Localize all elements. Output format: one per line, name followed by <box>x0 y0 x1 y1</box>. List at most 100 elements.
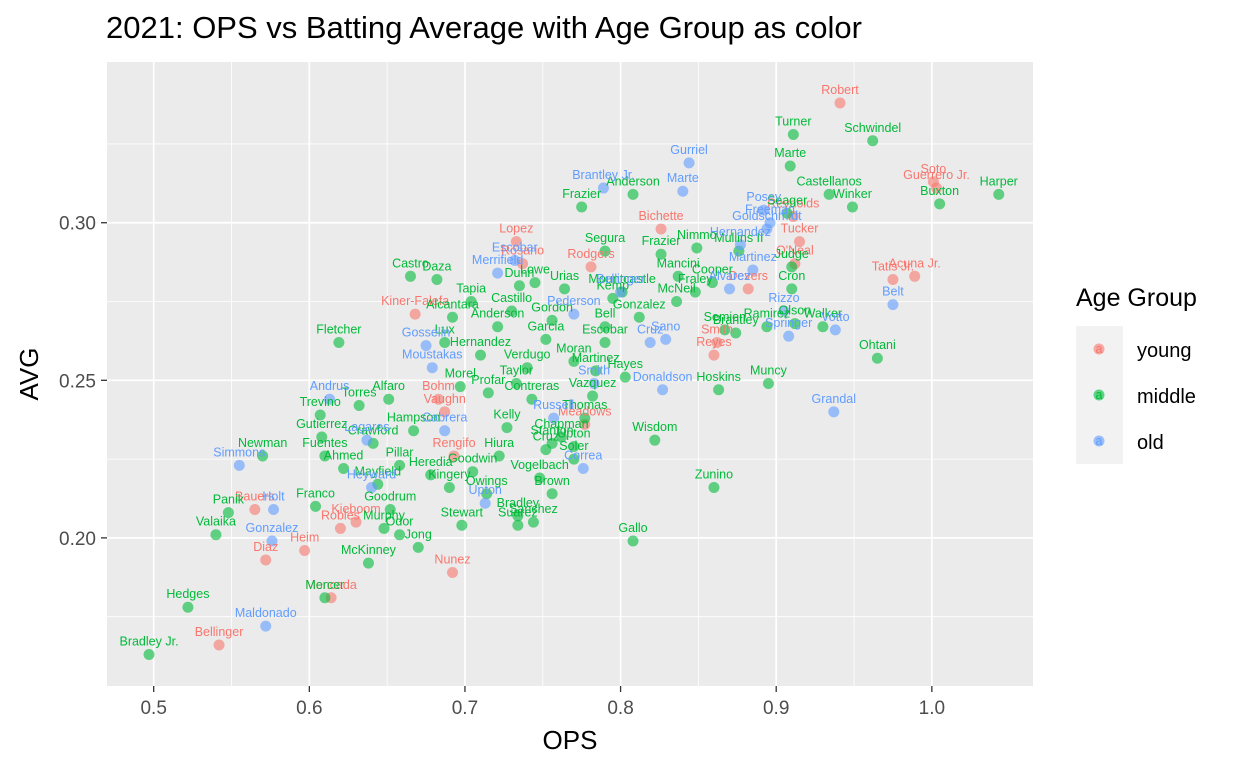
data-point-middle <box>310 500 322 512</box>
data-point-middle <box>443 481 455 493</box>
data-point-middle <box>655 248 667 260</box>
data-point-middle <box>529 277 541 289</box>
point-label: Gallo <box>618 521 647 535</box>
point-label: Belt <box>882 285 904 299</box>
data-point-old <box>747 264 759 276</box>
point-label: Brown <box>534 474 569 488</box>
point-label: Soler <box>559 439 588 453</box>
y-axis-title: AVG <box>14 348 44 401</box>
data-point-middle <box>257 450 269 462</box>
point-label: Hiura <box>484 436 514 450</box>
point-label: Stewart <box>441 505 484 519</box>
point-label: Grandal <box>812 392 856 406</box>
point-label: Martinez <box>572 351 620 365</box>
data-point-old <box>479 497 491 509</box>
data-point-middle <box>691 242 703 254</box>
point-label: Frazier <box>562 187 601 201</box>
point-label: Bell <box>595 307 616 321</box>
point-label: Donaldson <box>633 370 693 384</box>
point-label: Castellanos <box>796 174 861 188</box>
point-label: Wisdom <box>632 420 677 434</box>
point-label: Ahmed <box>324 449 364 463</box>
data-point-young <box>350 516 362 528</box>
point-label: Vazquez <box>569 376 617 390</box>
point-label: Upton <box>557 426 590 440</box>
point-label: Andrus <box>310 379 350 393</box>
point-label: Posey <box>746 190 781 204</box>
data-point-middle <box>534 472 546 484</box>
point-label: Anderson <box>606 174 660 188</box>
data-point-middle <box>383 393 395 405</box>
data-point-middle <box>446 311 458 323</box>
data-point-middle <box>353 400 365 412</box>
data-point-old <box>644 336 656 348</box>
data-point-middle <box>465 296 477 308</box>
point-label: Thomas <box>562 398 607 412</box>
point-label: Hampson <box>387 411 441 425</box>
point-label: McNeil <box>658 282 696 296</box>
point-label: Taylor <box>500 363 533 377</box>
data-point-middle <box>823 188 835 200</box>
point-label: Ohtani <box>859 338 896 352</box>
data-point-middle <box>431 273 443 285</box>
point-label: Crawford <box>348 423 399 437</box>
data-point-middle <box>454 381 466 393</box>
data-point-old <box>829 324 841 336</box>
data-point-middle <box>404 270 416 282</box>
point-label: Fraley <box>678 272 713 286</box>
data-point-young <box>299 544 311 556</box>
point-label: Castro <box>392 256 429 270</box>
data-point-old <box>366 481 378 493</box>
point-label: Moncada <box>305 578 356 592</box>
point-label: Cron <box>778 269 805 283</box>
point-label: Russell <box>533 398 574 412</box>
point-label: Zunino <box>695 467 733 481</box>
point-label: Alcantara <box>426 297 479 311</box>
data-point-middle <box>362 557 374 569</box>
data-point-middle <box>319 592 331 604</box>
data-point-old <box>233 459 245 471</box>
point-label: Bradley Jr. <box>119 634 178 648</box>
data-point-middle <box>689 286 701 298</box>
data-point-middle <box>619 371 631 383</box>
data-point-middle <box>555 431 567 443</box>
data-point-middle <box>599 321 611 333</box>
point-label: Lopez <box>499 222 533 236</box>
data-point-middle <box>314 409 326 421</box>
data-point-middle <box>527 516 539 528</box>
data-point-middle <box>786 283 798 295</box>
point-label: Kiner-Falefa <box>381 294 449 308</box>
data-point-middle <box>546 488 558 500</box>
data-point-middle <box>425 469 437 481</box>
data-point-middle <box>210 529 222 541</box>
point-label: Alvarez <box>709 269 751 283</box>
point-label: Vaughn <box>424 392 466 406</box>
point-label: Fletcher <box>316 322 361 336</box>
data-point-middle <box>579 412 591 424</box>
point-label: Guerrero Jr. <box>903 168 970 182</box>
point-label: Morel <box>445 367 476 381</box>
point-label: Bellinger <box>195 625 244 639</box>
data-point-young <box>439 406 451 418</box>
point-label: Rizzo <box>768 291 799 305</box>
point-label: Turner <box>775 114 811 128</box>
point-label: Anderson <box>471 307 525 321</box>
data-point-middle <box>787 128 799 140</box>
point-label: Kelly <box>493 408 521 422</box>
legend: Age Group a young a middle a old <box>1076 284 1197 464</box>
data-point-middle <box>526 393 538 405</box>
point-label: Correa <box>564 449 602 463</box>
point-label: Smith <box>701 322 733 336</box>
legend-title: Age Group <box>1076 284 1197 312</box>
point-label: Mullins II <box>714 231 763 245</box>
point-label: O'Neal <box>776 244 814 258</box>
data-point-middle <box>501 422 513 434</box>
point-label: Odor <box>386 515 414 529</box>
point-label: Tatis Jr. <box>872 259 914 273</box>
data-point-middle <box>512 510 524 522</box>
data-point-old <box>597 182 609 194</box>
point-label: Ramirez <box>744 307 791 321</box>
data-point-middle <box>394 529 406 541</box>
point-label: Franco <box>296 486 335 500</box>
point-label: Goodrum <box>364 490 416 504</box>
